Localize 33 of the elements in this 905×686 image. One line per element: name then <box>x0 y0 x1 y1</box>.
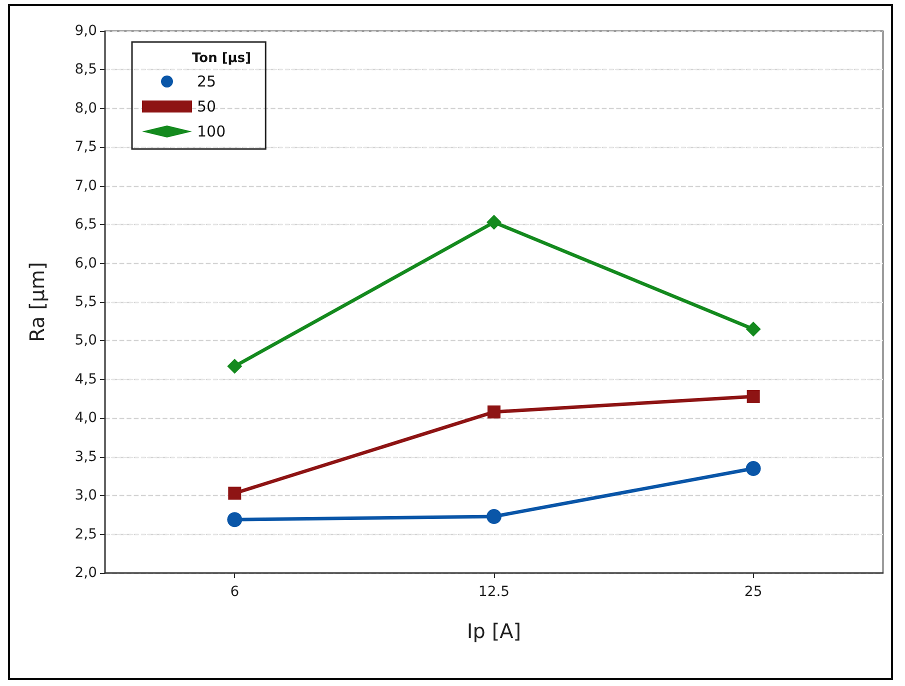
y-tick-label: 8,0 <box>74 100 97 116</box>
y-tick-label: 5,5 <box>74 294 97 310</box>
y-tick-label: 9,0 <box>74 23 97 39</box>
y-tick-label: 4,0 <box>74 410 97 426</box>
y-tick-label: 6,0 <box>74 255 97 272</box>
point <box>227 358 242 374</box>
x-tick-label: 25 <box>744 584 762 600</box>
point <box>486 508 502 524</box>
y-tick-label: 3,5 <box>74 448 97 465</box>
y-tick-label: 2,0 <box>74 565 97 581</box>
x-axis-title: Ip [A] <box>466 619 522 643</box>
y-tick-label: 7,5 <box>74 139 97 156</box>
point <box>227 512 242 528</box>
y-tick-label: 8,5 <box>74 62 97 78</box>
point <box>228 486 242 500</box>
x-tick-label: 6 <box>230 584 240 600</box>
y-tick-label: 4,5 <box>74 371 97 388</box>
legend-label: 50 <box>197 98 216 116</box>
y-tick-label: 2,5 <box>74 526 97 542</box>
x-tick-label: 12.5 <box>478 584 510 600</box>
y-tick-label: 3,0 <box>74 488 97 504</box>
legend-label: 25 <box>197 72 216 90</box>
point <box>746 322 761 337</box>
y-axis-title: Ra [µm] <box>25 262 49 342</box>
y-tick-label: 5,0 <box>74 332 97 349</box>
y-tick-label: 7,0 <box>74 178 97 194</box>
legend-title: Ton [µs] <box>192 51 252 66</box>
point <box>486 214 502 230</box>
point <box>746 390 760 403</box>
legend-label: 100 <box>197 122 226 140</box>
y-tick-label: 6,5 <box>74 216 97 233</box>
point <box>746 460 761 476</box>
point <box>488 405 500 418</box>
